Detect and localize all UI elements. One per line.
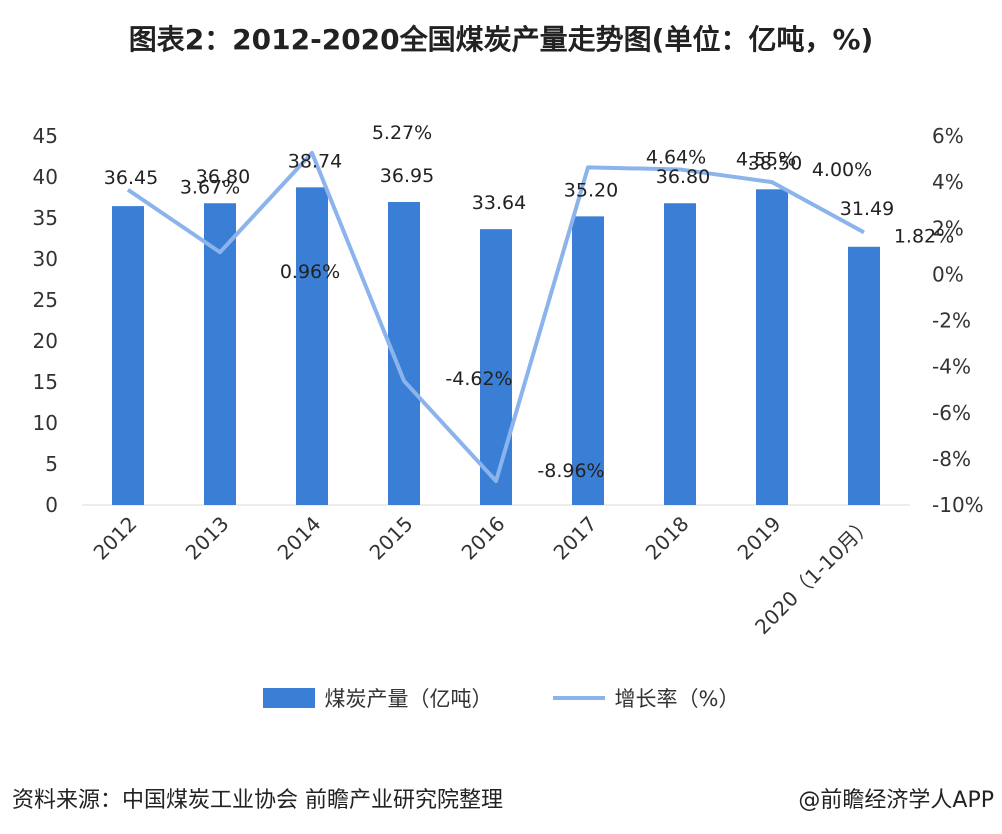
y-right-tick-label: -10% (932, 493, 984, 517)
x-tick-label: 2013 (181, 512, 234, 565)
y-left-tick-label: 5 (45, 452, 58, 476)
bar-value-label: 36.80 (656, 166, 710, 188)
y-right-tick-label: -4% (932, 355, 971, 379)
y-right-tick-label: 0% (932, 262, 964, 286)
bar-production (480, 229, 512, 506)
source-note: 资料来源：中国煤炭工业协会 前瞻产业研究院整理 (12, 788, 503, 813)
bar-production (204, 203, 236, 506)
line-value-label: 4.55% (736, 148, 796, 170)
bar-production (572, 216, 604, 506)
line-value-label: -8.96% (537, 460, 604, 482)
legend-item-growth: 增长率（%） (552, 683, 740, 713)
y-left-tick-label: 45 (33, 124, 58, 148)
legend-item-production: 煤炭产量（亿吨） (262, 683, 493, 713)
y-left-tick-label: 10 (33, 411, 58, 435)
credit-note: @前瞻经济学人APP (798, 788, 994, 813)
line-value-label: -4.62% (445, 368, 512, 390)
y-right-tick-label: 2% (932, 216, 964, 240)
x-tick-label: 2018 (641, 512, 694, 565)
y-left-tick-label: 0 (45, 493, 58, 517)
line-value-label: 4.00% (812, 159, 872, 181)
x-tick-label: 2017 (549, 512, 602, 565)
y-left-tick-label: 40 (33, 165, 58, 189)
y-right-tick-label: 4% (932, 170, 964, 194)
bar-value-label: 38.50 (748, 152, 802, 174)
line-value-label: 5.27% (372, 122, 432, 144)
y-left-tick-label: 20 (33, 329, 58, 353)
bar-value-label: 33.64 (472, 192, 526, 214)
line-value-label: 3.67% (180, 177, 240, 199)
line-value-label: 0.96% (280, 261, 340, 283)
bar-production (296, 187, 328, 505)
bar-production (112, 206, 144, 506)
y-right-tick-label: -2% (932, 309, 971, 333)
y-right-tick-label: 6% (932, 124, 964, 148)
line-growth-rate (126, 150, 865, 484)
x-tick-label: 2012 (89, 512, 142, 565)
bar-production (848, 246, 880, 506)
x-tick-label: 2016 (457, 512, 510, 565)
bar-value-label: 36.95 (380, 165, 434, 187)
bar-value-label: 31.49 (840, 198, 894, 220)
y-left-tick-label: 30 (33, 247, 58, 271)
legend-swatch-bar (262, 688, 315, 708)
bar-value-label: 36.80 (196, 166, 250, 188)
line-value-label: 4.64% (646, 146, 706, 168)
x-tick-label: 2019 (733, 512, 786, 565)
x-tick-label: 2015 (365, 512, 418, 565)
y-left-tick-label: 25 (33, 288, 58, 312)
x-tick-label: 2014 (273, 512, 326, 565)
bar-value-label: 35.20 (564, 179, 618, 201)
bar-value-label: 36.45 (104, 167, 158, 189)
legend-label-growth: 增长率（%） (614, 687, 740, 711)
legend: 煤炭产量（亿吨） 增长率（%） (0, 683, 1002, 713)
y-right-tick-label: -8% (932, 447, 971, 471)
bar-value-label: 38.74 (288, 150, 342, 172)
y-right-tick-label: -6% (932, 401, 971, 425)
legend-label-production: 煤炭产量（亿吨） (324, 687, 493, 711)
bar-production (664, 203, 696, 506)
chart-title: 图表2：2012-2020全国煤炭产量走势图(单位：亿吨，%) (128, 23, 874, 56)
y-left-tick-label: 15 (33, 370, 58, 394)
bar-production (756, 189, 788, 506)
legend-swatch-line (552, 696, 605, 700)
y-left-tick-label: 35 (33, 206, 58, 230)
line-value-label: 1.82% (894, 225, 954, 247)
